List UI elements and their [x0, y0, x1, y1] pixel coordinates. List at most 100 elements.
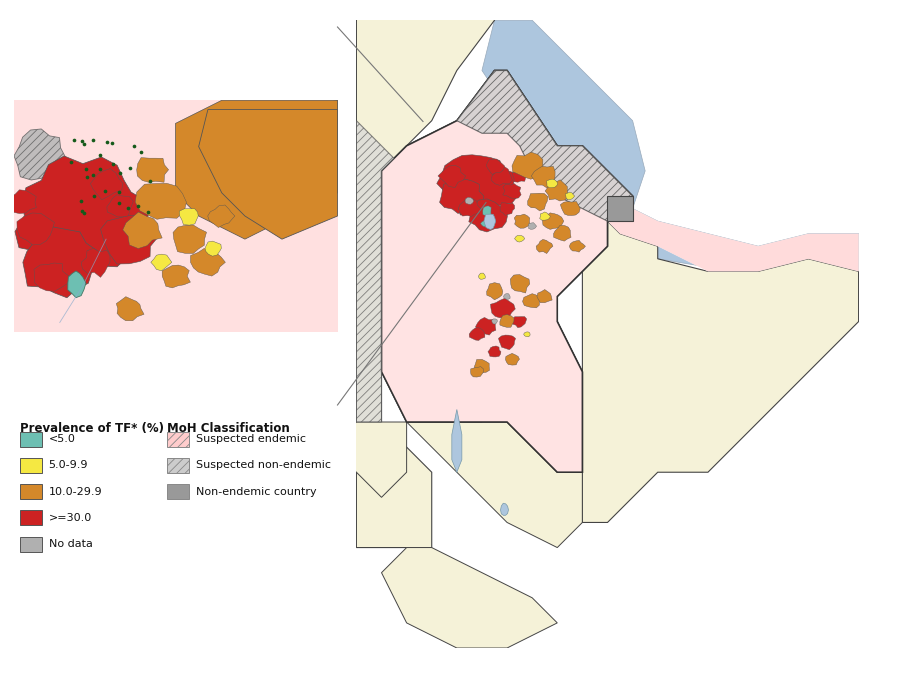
- Polygon shape: [515, 236, 525, 242]
- Polygon shape: [531, 166, 555, 188]
- Polygon shape: [481, 221, 489, 227]
- Polygon shape: [565, 192, 574, 200]
- Polygon shape: [488, 346, 501, 357]
- FancyBboxPatch shape: [20, 458, 42, 473]
- Polygon shape: [554, 225, 571, 241]
- Polygon shape: [22, 227, 98, 298]
- Polygon shape: [116, 297, 144, 321]
- Polygon shape: [17, 213, 54, 245]
- Point: [77, 139, 92, 150]
- Polygon shape: [536, 240, 553, 254]
- Polygon shape: [137, 157, 168, 182]
- Text: 5.0-9.9: 5.0-9.9: [49, 460, 88, 470]
- Polygon shape: [510, 275, 530, 293]
- Text: No data: No data: [49, 539, 93, 549]
- Polygon shape: [14, 101, 338, 331]
- Polygon shape: [465, 197, 473, 205]
- Point: [141, 207, 156, 218]
- Polygon shape: [487, 283, 503, 300]
- Polygon shape: [356, 0, 859, 20]
- Polygon shape: [457, 70, 633, 221]
- Point: [112, 167, 127, 178]
- FancyBboxPatch shape: [20, 484, 42, 499]
- Polygon shape: [561, 202, 581, 215]
- Polygon shape: [162, 265, 191, 288]
- Text: Suspected endemic: Suspected endemic: [195, 434, 306, 444]
- Polygon shape: [503, 294, 510, 299]
- Polygon shape: [499, 335, 516, 350]
- Polygon shape: [608, 209, 859, 271]
- Polygon shape: [356, 0, 494, 547]
- Polygon shape: [543, 213, 563, 230]
- Polygon shape: [469, 328, 485, 340]
- Polygon shape: [452, 410, 462, 472]
- Polygon shape: [382, 547, 557, 648]
- Polygon shape: [356, 121, 394, 422]
- Polygon shape: [486, 159, 505, 174]
- Polygon shape: [176, 101, 338, 239]
- Polygon shape: [523, 294, 539, 308]
- Point: [93, 150, 107, 161]
- Polygon shape: [407, 372, 608, 547]
- Polygon shape: [458, 198, 481, 217]
- Point: [67, 134, 81, 145]
- Point: [79, 171, 94, 182]
- Polygon shape: [15, 156, 148, 275]
- Polygon shape: [512, 317, 526, 328]
- Polygon shape: [491, 298, 516, 318]
- Polygon shape: [540, 212, 550, 220]
- Polygon shape: [107, 195, 133, 217]
- Point: [122, 163, 137, 173]
- Polygon shape: [208, 205, 235, 227]
- Text: Suspected non-endemic: Suspected non-endemic: [195, 460, 330, 470]
- Polygon shape: [199, 101, 338, 169]
- Polygon shape: [537, 290, 552, 302]
- Text: MoH Classification: MoH Classification: [166, 422, 290, 435]
- Polygon shape: [500, 315, 514, 327]
- Polygon shape: [34, 263, 69, 291]
- Polygon shape: [135, 184, 186, 219]
- FancyBboxPatch shape: [166, 484, 189, 499]
- Polygon shape: [81, 248, 110, 277]
- FancyBboxPatch shape: [20, 510, 42, 525]
- Polygon shape: [503, 184, 521, 198]
- Polygon shape: [491, 167, 512, 186]
- Polygon shape: [101, 215, 157, 264]
- Polygon shape: [14, 129, 68, 180]
- Point: [105, 159, 120, 169]
- Polygon shape: [205, 241, 221, 256]
- Polygon shape: [482, 20, 645, 221]
- Point: [78, 163, 93, 174]
- Polygon shape: [570, 240, 585, 252]
- FancyBboxPatch shape: [166, 458, 189, 473]
- Polygon shape: [331, 422, 407, 497]
- Polygon shape: [90, 169, 123, 200]
- Polygon shape: [382, 70, 633, 472]
- Polygon shape: [484, 214, 496, 230]
- Polygon shape: [546, 179, 558, 188]
- Polygon shape: [471, 367, 483, 377]
- Polygon shape: [122, 212, 162, 248]
- Point: [134, 147, 148, 158]
- FancyBboxPatch shape: [20, 432, 42, 447]
- Polygon shape: [506, 354, 519, 365]
- Polygon shape: [528, 223, 536, 230]
- Polygon shape: [512, 170, 526, 182]
- FancyBboxPatch shape: [20, 537, 42, 551]
- Polygon shape: [633, 209, 859, 284]
- Text: <5.0: <5.0: [49, 434, 76, 444]
- Polygon shape: [500, 202, 515, 215]
- Point: [143, 176, 157, 187]
- Polygon shape: [191, 248, 225, 276]
- Polygon shape: [151, 254, 172, 271]
- Polygon shape: [436, 155, 519, 217]
- Polygon shape: [608, 196, 633, 221]
- Polygon shape: [500, 504, 508, 516]
- Polygon shape: [512, 152, 543, 179]
- Polygon shape: [545, 180, 569, 201]
- Point: [100, 136, 114, 147]
- Point: [75, 136, 89, 146]
- Point: [75, 205, 89, 216]
- Point: [74, 196, 88, 207]
- Point: [77, 208, 92, 219]
